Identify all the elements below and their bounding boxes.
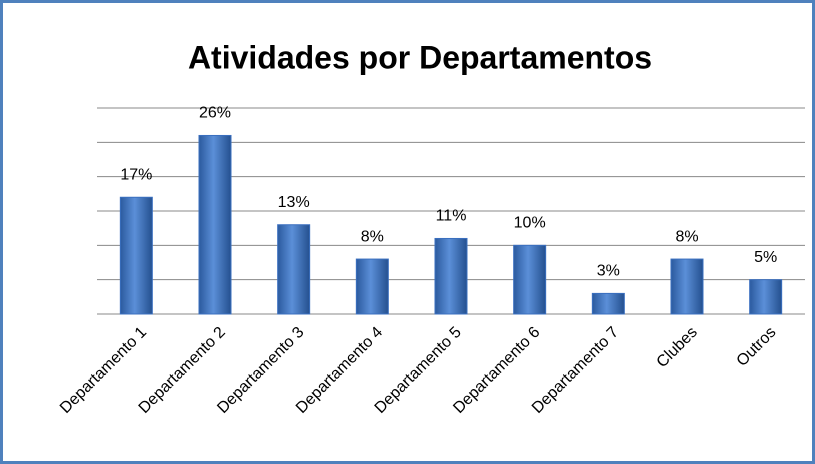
data-label: 13% bbox=[278, 194, 310, 211]
data-label: 5% bbox=[754, 249, 777, 266]
chart-title: Atividades por Departamentos bbox=[188, 39, 652, 75]
data-label: 10% bbox=[514, 215, 546, 232]
bar bbox=[198, 134, 232, 315]
data-label: 17% bbox=[120, 166, 152, 183]
bar bbox=[277, 224, 311, 315]
bar bbox=[513, 244, 547, 315]
data-label: 26% bbox=[199, 105, 231, 122]
data-label: 8% bbox=[361, 228, 384, 245]
data-label: 8% bbox=[675, 228, 698, 245]
bar bbox=[434, 237, 468, 315]
bar bbox=[119, 196, 153, 315]
data-label: 3% bbox=[597, 263, 620, 280]
data-label: 11% bbox=[436, 208, 467, 225]
bar bbox=[355, 258, 389, 315]
bar bbox=[670, 258, 704, 315]
bar bbox=[591, 292, 625, 315]
bar bbox=[749, 279, 783, 315]
